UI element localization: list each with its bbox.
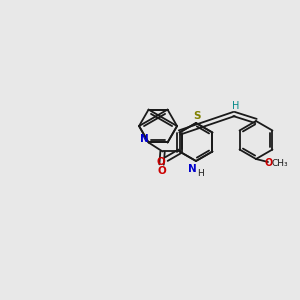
Text: H: H	[232, 101, 240, 111]
Text: O: O	[157, 157, 166, 167]
Text: H: H	[198, 169, 204, 178]
Text: N: N	[140, 134, 149, 145]
Text: O: O	[265, 158, 273, 168]
Text: S: S	[193, 111, 201, 121]
Text: O: O	[157, 167, 166, 176]
Text: CH₃: CH₃	[272, 160, 288, 169]
Text: N: N	[188, 164, 196, 174]
